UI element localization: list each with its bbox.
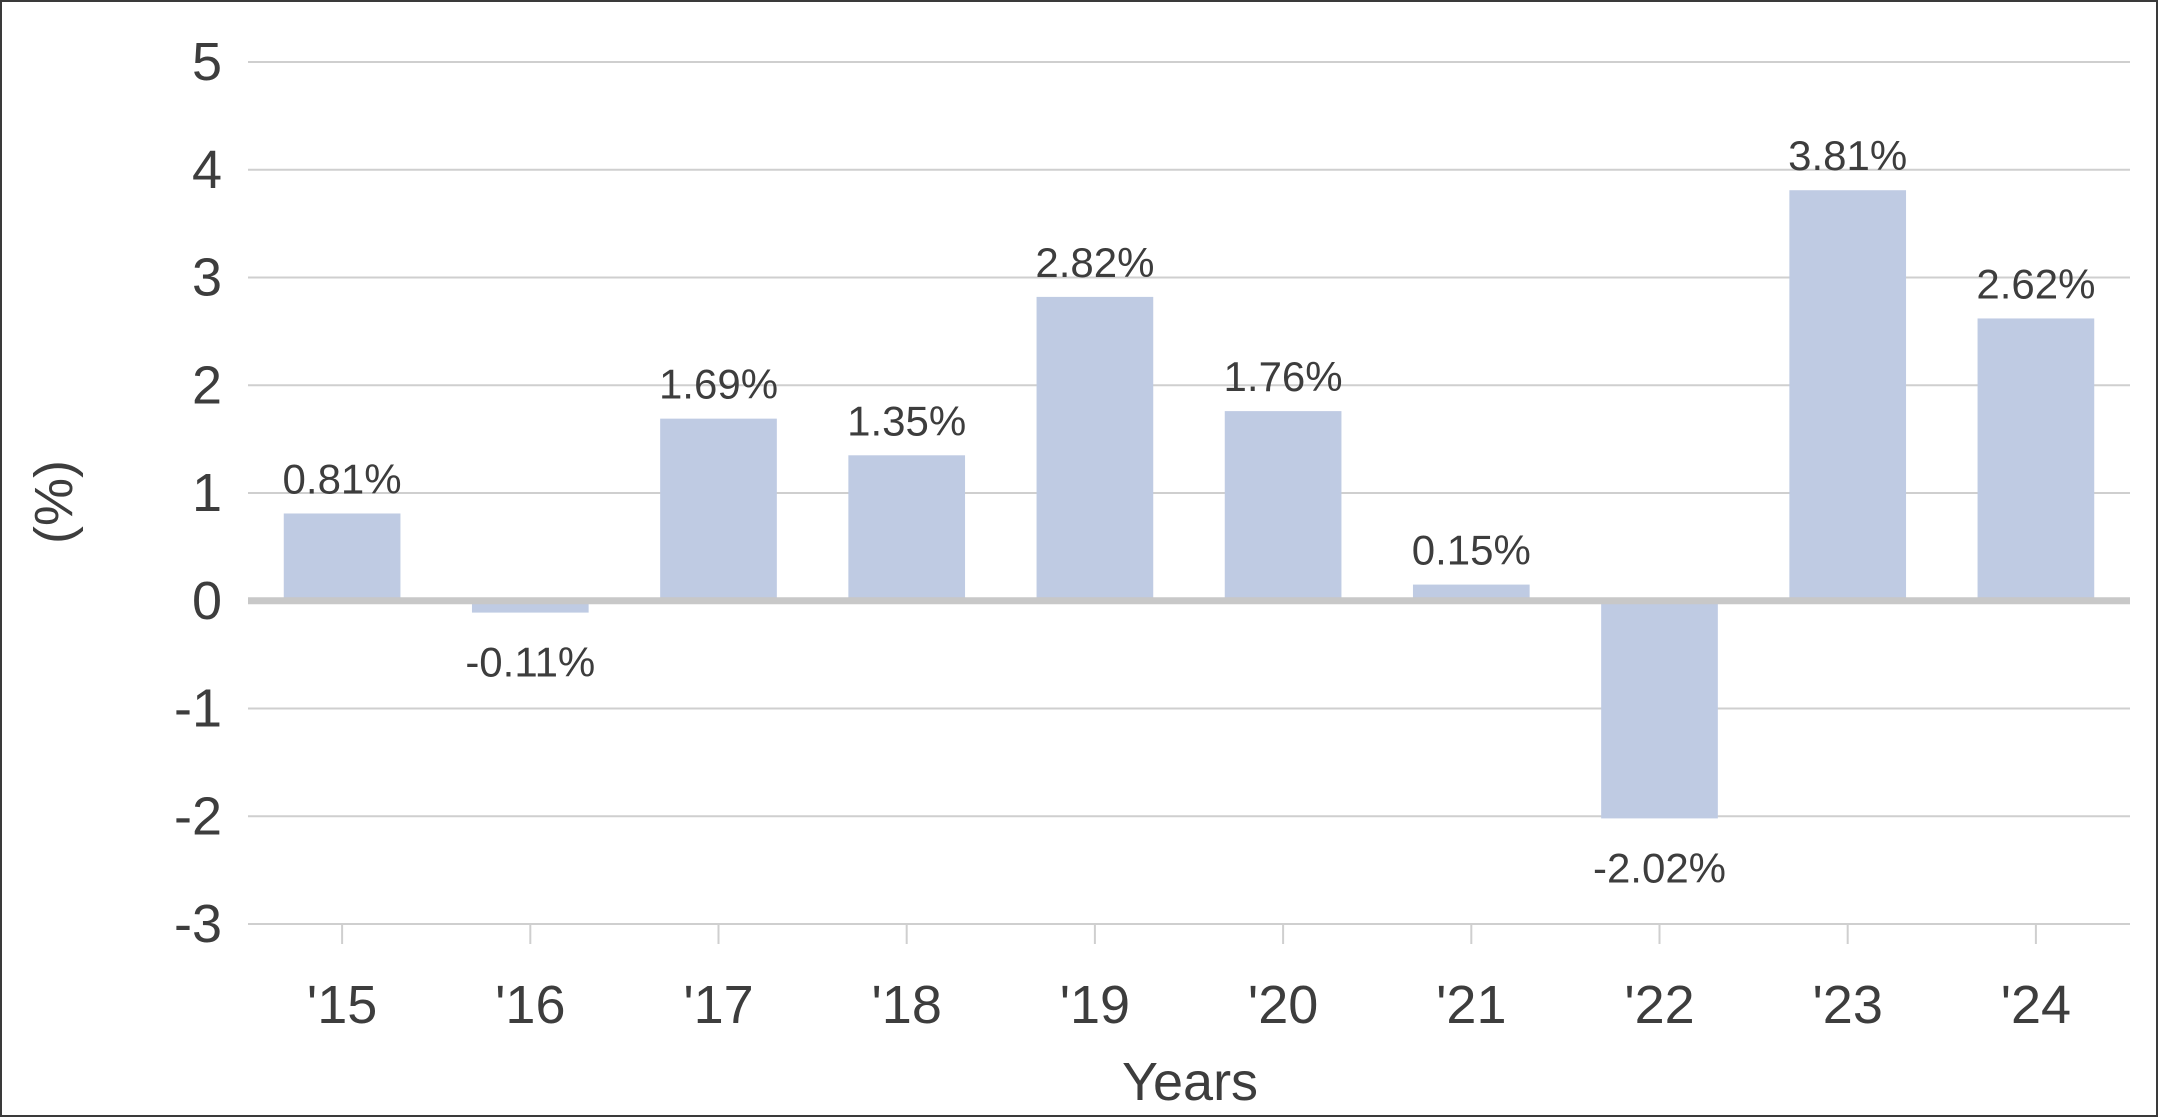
bar-data-label: 2.82% [1035,239,1154,286]
bar [660,418,777,601]
bar [1412,584,1530,601]
x-tick-label: '21 [1436,975,1506,1035]
y-tick-label: -3 [174,894,222,954]
bar-data-label: 1.69% [659,361,778,408]
bar-data-label: 1.76% [1224,353,1343,400]
x-tick-label: '22 [1624,975,1694,1035]
y-axis-title: (%) [24,460,84,544]
x-tick-label: '24 [2001,975,2071,1035]
bar [848,455,966,601]
bar [1036,296,1154,601]
bar [1977,318,2095,601]
y-tick-label: 5 [192,32,222,92]
bar-data-label: 2.62% [1976,260,2095,307]
y-tick-label: -1 [174,679,222,739]
y-axis-ticks: -3 -2 -1 0 1 2 3 4 5 [174,32,222,954]
bar [283,513,401,601]
bar-data-label: 0.15% [1412,527,1531,574]
y-tick-label: 4 [192,140,222,200]
bar-data-label: 1.35% [847,397,966,444]
y-tick-label: 3 [192,248,222,308]
x-tick-label: '19 [1060,975,1130,1035]
y-tick-label: 2 [192,355,222,415]
bar-data-label: -2.02% [1593,844,1726,891]
x-tick-label: '17 [683,975,753,1035]
x-tick-label: '18 [872,975,942,1035]
x-axis-ticks: '15 '16 '17 '18 '19 '20 '21 '22 '23 '24 [307,924,2071,1035]
bar [471,600,589,613]
bar-data-label: 0.81% [283,455,402,502]
y-tick-label: 0 [192,571,222,631]
x-tick-label: '16 [495,975,565,1035]
bar [1789,190,1907,601]
bar-data-label: 3.81% [1788,132,1907,179]
bar-data-label: -0.11% [465,639,595,686]
bars [283,190,2095,819]
y-tick-label: 1 [192,463,222,523]
x-axis-title: Years [1122,1052,1258,1112]
y-tick-label: -2 [174,786,222,846]
x-tick-label: '23 [1813,975,1883,1035]
x-tick-label: '20 [1248,975,1318,1035]
bar [1601,600,1718,819]
x-tick-label: '15 [307,975,377,1035]
data-labels: 0.81% -0.11% 1.69% 1.35% 2.82% 1.76% 0.15% -2.0… [283,132,2096,891]
bar [1224,411,1342,601]
